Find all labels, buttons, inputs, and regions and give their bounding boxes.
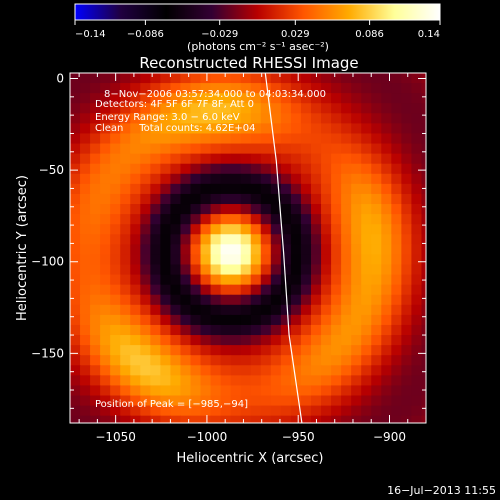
x-tick-label: −1050 (95, 430, 136, 444)
colorbar-tick-label: −0.029 (201, 29, 238, 40)
peak-position-label: Position of Peak = [−985,−94] (95, 399, 248, 410)
x-axis-ticks: −1050 −1000 −950 −900 (78, 73, 427, 444)
colorbar (74, 3, 441, 21)
clean-counts-annotation: Clean Total counts: 4.62E+04 (95, 123, 255, 134)
y-axis-ticks: 0 −50 −100 −150 (31, 71, 426, 409)
y-tick-label: −100 (31, 255, 64, 269)
y-tick-label: −150 (31, 346, 64, 360)
y-axis-label: Heliocentric Y (arcsec) (15, 175, 30, 321)
timestamp: 16−Jul−2013 11:55 (387, 484, 496, 497)
colorbar-tick-label: 0.14 (418, 29, 440, 40)
chart-title: Reconstructed RHESSI Image (139, 54, 358, 72)
y-tick-label: −50 (39, 163, 64, 177)
heatmap-pixels (70, 73, 426, 423)
x-axis-label: Heliocentric X (arcsec) (177, 451, 324, 466)
x-tick-label: −950 (282, 430, 315, 444)
colorbar-tick-label: −0.14 (75, 29, 106, 40)
energy-range-annotation: Energy Range: 3.0 − 6.0 keV (95, 112, 240, 123)
colorbar-tick-label: −0.086 (127, 29, 164, 40)
y-tick-label: 0 (56, 71, 64, 85)
time-range-annotation: 8−Nov−2006 03:57:34.000 to 04:03:34.000 (104, 89, 326, 100)
plot-frame (69, 72, 427, 424)
colorbar-tick-label: 0.029 (281, 29, 310, 40)
colorbar-ticks: −0.14 −0.086 −0.029 0.029 0.086 0.14 (74, 20, 441, 40)
x-tick-label: −1000 (187, 430, 228, 444)
solar-limb-line (264, 73, 303, 423)
x-tick-label: −900 (373, 430, 406, 444)
colorbar-tick-label: 0.086 (355, 29, 384, 40)
detectors-annotation: Detectors: 4F 5F 6F 7F 8F, Att 0 (95, 99, 254, 110)
colorbar-unit-label: (photons cm⁻² s⁻¹ asec⁻²) (187, 40, 329, 53)
